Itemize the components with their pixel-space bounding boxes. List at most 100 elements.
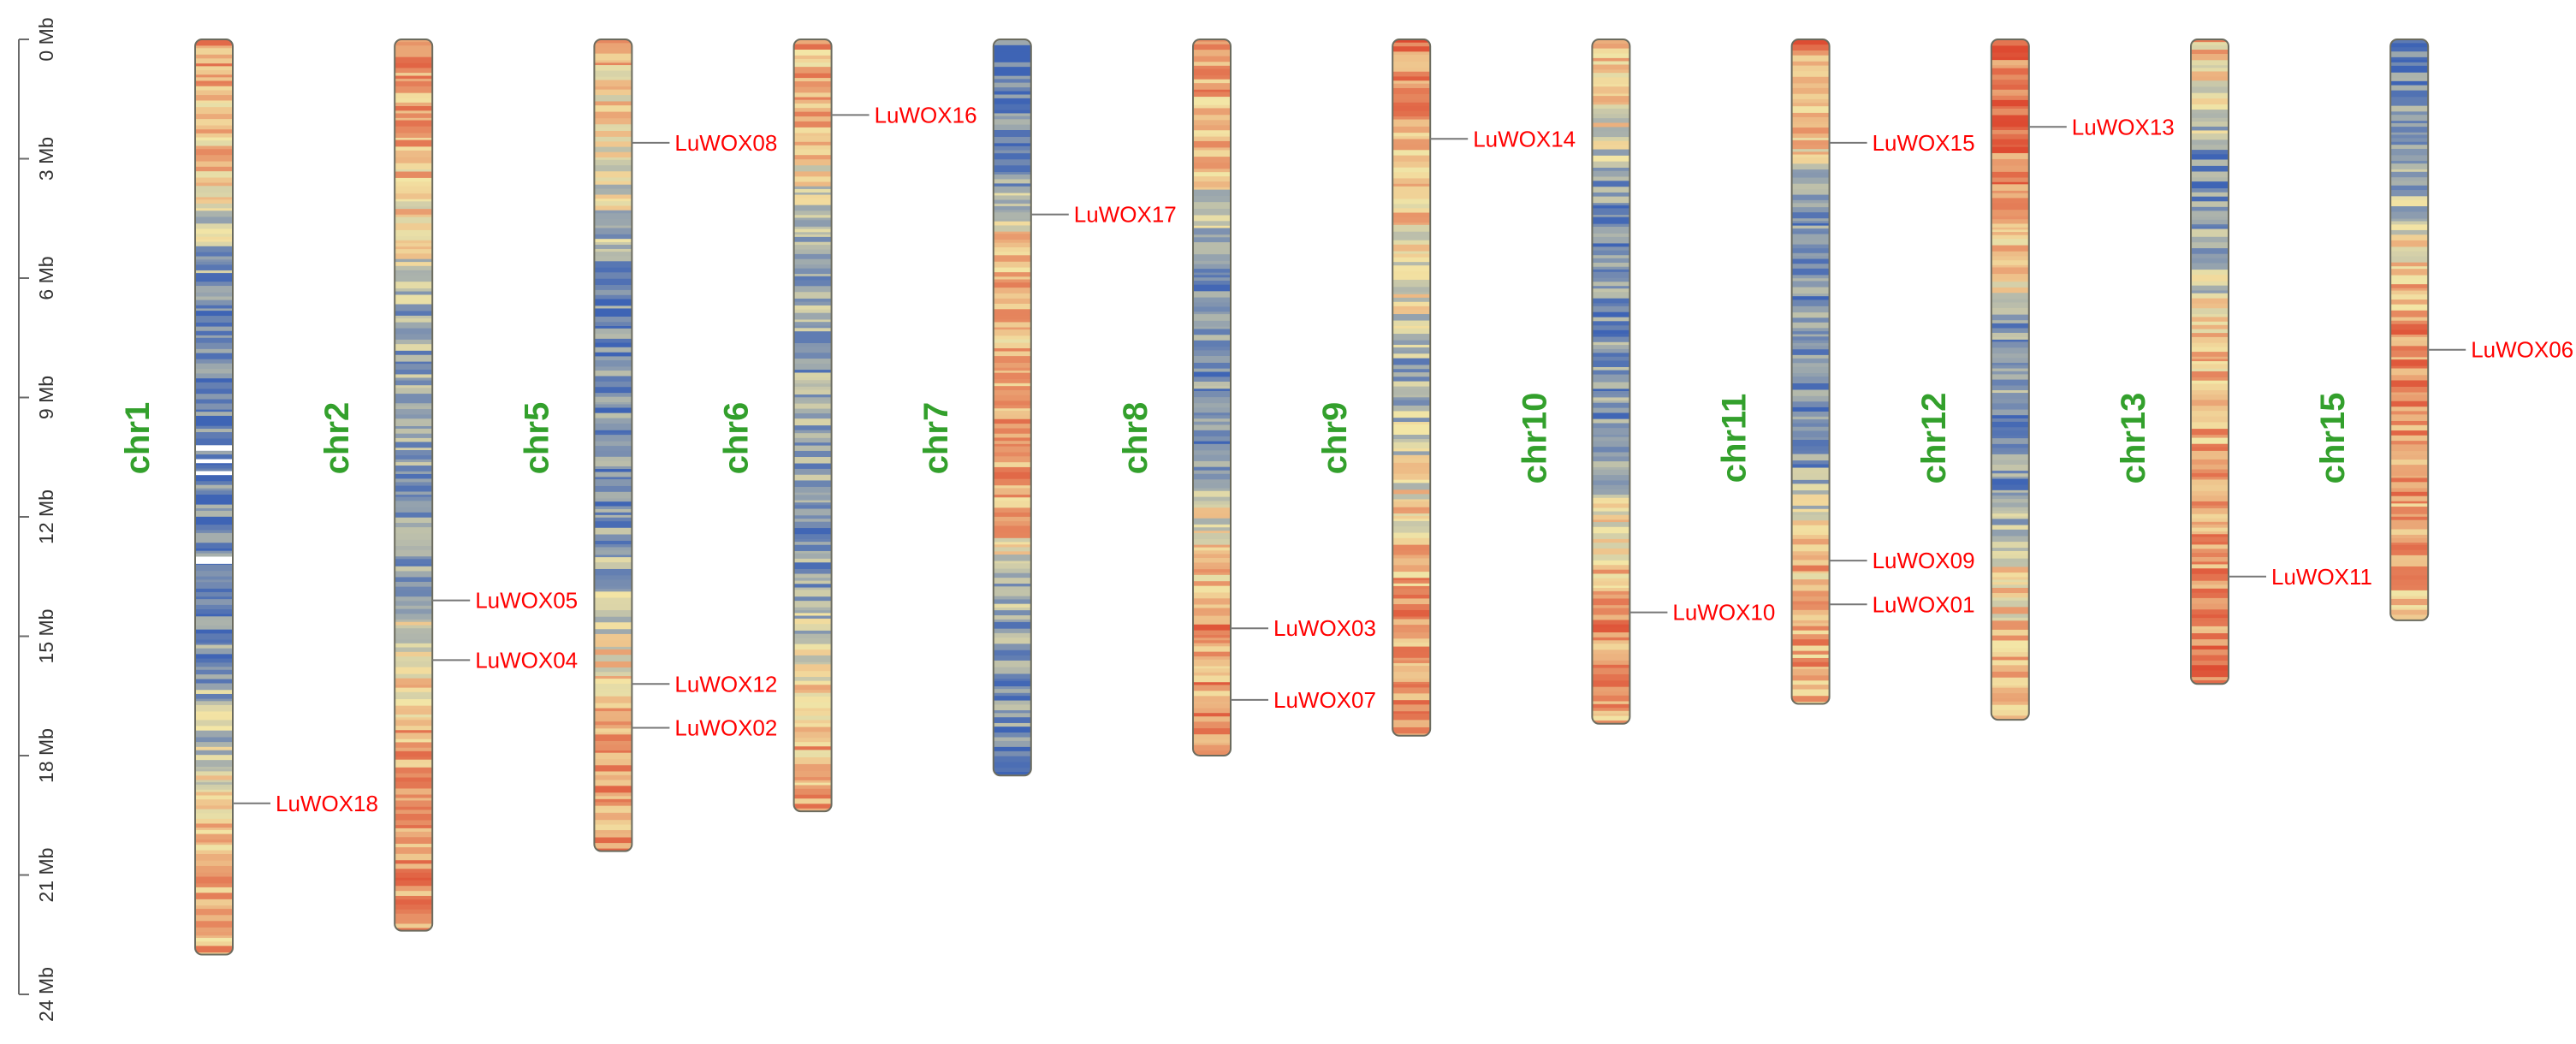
density-stripes — [2191, 39, 2229, 685]
chromosome-outline — [992, 39, 1032, 777]
gene-marker: LuWOX13 — [2028, 114, 2175, 139]
chromosome-outline — [1192, 39, 1232, 756]
gene-marker: LuWOX06 — [2428, 337, 2573, 363]
gene-marker: LuWOX12 — [632, 671, 777, 697]
chromosome-label: chr6 — [718, 402, 756, 475]
chromosome-outline — [1990, 39, 2030, 721]
chromosome-label: chr1 — [119, 402, 157, 475]
chromosome-chr9: chr9 LuWOX14 — [1316, 39, 1576, 737]
chromosome-chr11: chr11 LuWOX15 LuWOX09 LuWOX01 — [1716, 39, 1975, 705]
density-stripes — [1991, 39, 2029, 721]
chromosome-outline — [394, 39, 434, 932]
y-axis-tick-label: 12 Mb — [35, 489, 57, 544]
gap-band — [195, 445, 233, 451]
density-stripes — [2390, 39, 2429, 620]
chromosome-label: chr13 — [2115, 393, 2152, 484]
density-stripes — [793, 39, 832, 812]
chromosome-chr15: chr15 LuWOX06 — [2314, 39, 2573, 621]
gene-label: LuWOX11 — [2271, 564, 2372, 590]
y-axis-tick-label: 3 Mb — [35, 137, 57, 181]
gene-label: LuWOX09 — [1873, 548, 1975, 573]
chromosome-chr5: chr5 LuWOX08 LuWOX12 LuWOX02 — [518, 39, 777, 852]
chromosome-chr12: chr12 LuWOX13 — [1915, 39, 2175, 721]
density-stripes — [1193, 39, 1231, 756]
chromosome-label: chr12 — [1915, 393, 1953, 484]
y-axis-tick-label: 6 Mb — [35, 256, 57, 300]
chromosome-chr13: chr13 LuWOX11 — [2115, 39, 2372, 685]
density-stripes — [395, 39, 433, 931]
chromosome-outline — [1591, 39, 1631, 725]
chromosome-outline — [792, 39, 833, 813]
density-stripes — [1791, 39, 1830, 704]
gene-marker: LuWOX14 — [1430, 126, 1576, 151]
gap-band — [195, 556, 233, 564]
chromosome-outline — [1392, 39, 1432, 737]
chromosome-label: chr11 — [1716, 394, 1754, 483]
density-stripes — [594, 39, 632, 851]
gene-label: LuWOX16 — [875, 102, 977, 128]
density-stripes — [1592, 39, 1630, 724]
gap-band — [195, 459, 233, 464]
y-axis: 0 Mb 3 Mb 6 Mb 9 Mb 12 Mb 15 Mb 18 Mb 21 Mb 24 M… — [18, 17, 57, 1022]
gene-marker: LuWOX15 — [1829, 130, 1975, 156]
gene-label: LuWOX18 — [276, 791, 378, 816]
gene-marker: LuWOX11 — [2229, 564, 2372, 590]
gene-marker: LuWOX07 — [1231, 687, 1376, 713]
gene-label: LuWOX12 — [674, 671, 777, 697]
chromosome-chr2: chr2 LuWOX05 LuWOX04 — [318, 39, 578, 932]
chromosome-chr10: chr10 LuWOX10 — [1516, 39, 1775, 725]
gene-label: LuWOX04 — [475, 647, 578, 673]
gene-marker: LuWOX17 — [1030, 202, 1177, 228]
chromosome-outline — [593, 39, 633, 852]
chromosome-label: chr10 — [1516, 393, 1553, 484]
density-stripes — [195, 39, 233, 955]
chromosome-outline — [2389, 39, 2430, 621]
gene-marker: LuWOX16 — [831, 102, 977, 128]
chromosomes: chr1 LuWOX18 chr2 LuWOX05 LuWOX04 chr5 LuWOX08… — [119, 39, 2573, 956]
y-axis-tick-label: 24 Mb — [35, 967, 57, 1022]
chromosome-label: chr5 — [518, 402, 555, 475]
gene-label: LuWOX13 — [2072, 114, 2175, 139]
gene-marker: LuWOX18 — [233, 791, 378, 816]
gene-label: LuWOX08 — [674, 130, 777, 156]
y-axis-tick-label: 9 Mb — [35, 376, 57, 419]
gap-band — [195, 471, 233, 476]
chromosome-label: chr8 — [1117, 402, 1154, 475]
chromosome-chr1: chr1 LuWOX18 — [119, 39, 378, 956]
chromosome-label: chr9 — [1316, 402, 1354, 475]
y-axis-tick-label: 15 Mb — [35, 609, 57, 664]
gene-label: LuWOX01 — [1873, 591, 1975, 617]
y-axis-tick-label: 18 Mb — [35, 728, 57, 783]
gene-label: LuWOX14 — [1473, 126, 1576, 151]
gene-marker: LuWOX02 — [632, 715, 777, 740]
chromosome-outline — [194, 39, 234, 956]
gene-marker: LuWOX10 — [1629, 600, 1775, 626]
chromosome-label: chr2 — [318, 402, 356, 475]
gene-marker: LuWOX01 — [1829, 591, 1975, 617]
gene-marker: LuWOX05 — [432, 588, 578, 614]
gene-label: LuWOX02 — [674, 715, 777, 740]
gene-label: LuWOX07 — [1273, 687, 1376, 713]
density-stripes — [1392, 39, 1431, 736]
gene-label: LuWOX17 — [1074, 202, 1177, 228]
chromosome-label: chr15 — [2314, 393, 2352, 484]
chromosome-chr8: chr8 LuWOX03 LuWOX07 — [1117, 39, 1376, 756]
chromosome-chr6: chr6 LuWOX16 — [718, 39, 977, 813]
y-axis-tick-label: 0 Mb — [35, 17, 57, 61]
chromosome-label: chr7 — [917, 402, 955, 475]
gene-marker: LuWOX03 — [1231, 615, 1376, 641]
y-axis-tick-label: 21 Mb — [35, 848, 57, 903]
chromosome-outline — [1790, 39, 1831, 705]
density-stripes — [993, 39, 1031, 776]
gene-marker: LuWOX09 — [1829, 548, 1975, 573]
gene-label: LuWOX10 — [1672, 600, 1775, 626]
chromosome-outline — [2190, 39, 2229, 685]
gene-label: LuWOX03 — [1273, 615, 1376, 641]
gene-label: LuWOX15 — [1873, 130, 1975, 156]
chromosome-chr7: chr7 LuWOX17 — [917, 39, 1177, 777]
gene-label: LuWOX06 — [2471, 337, 2573, 363]
gene-marker: LuWOX08 — [632, 130, 777, 156]
gene-label: LuWOX05 — [475, 588, 578, 614]
